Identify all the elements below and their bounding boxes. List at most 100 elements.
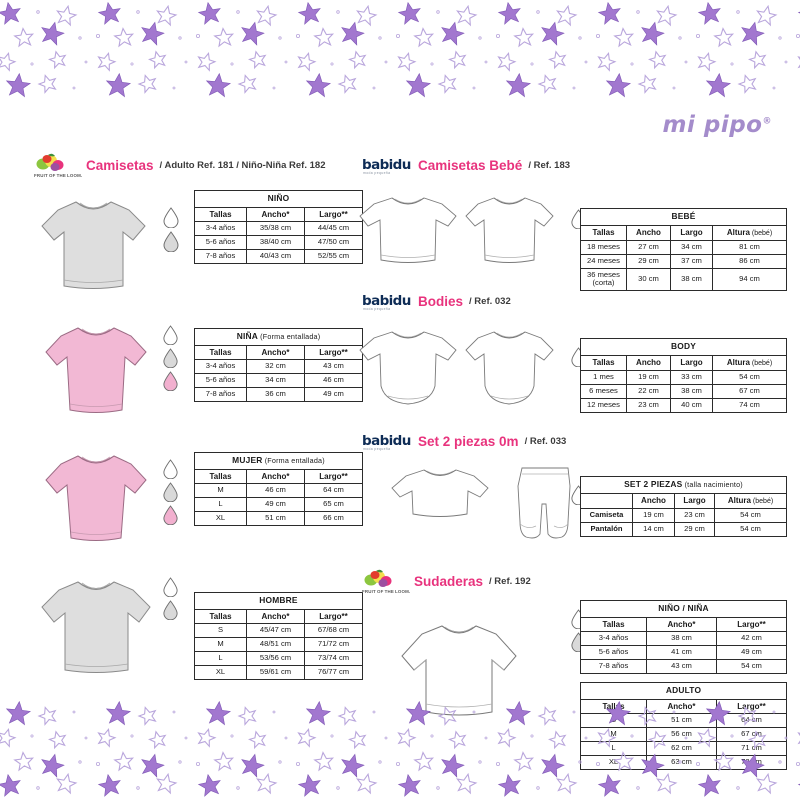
star-filled — [697, 1, 721, 25]
star-filled — [741, 21, 765, 46]
data-cell: 46 cm — [246, 482, 305, 498]
droplet-icon-white — [163, 325, 178, 345]
star-outline — [537, 74, 557, 94]
data-cell: 54 cm — [712, 369, 787, 385]
star-dot — [136, 786, 140, 790]
data-cell: 62 cm — [646, 740, 717, 756]
droplet-icon-white — [163, 577, 178, 597]
star-outline — [737, 74, 757, 94]
data-cell: 30 cm — [626, 267, 671, 292]
column-header: Tallas — [194, 344, 247, 360]
data-cell: 53/56 cm — [246, 650, 305, 666]
data-cell: 47/50 cm — [303, 234, 364, 250]
table-title-row: BEBÉ — [579, 208, 788, 226]
star-dot — [96, 762, 101, 767]
star-dot — [378, 36, 382, 40]
table-header-row: Tallas Ancho* Largo** — [194, 344, 364, 360]
size-table-body: BODY Tallas Ancho Largo Altura (bebé) 1 mes 19… — [580, 338, 787, 413]
column-header: Tallas — [580, 616, 647, 632]
table-title-note: (talla nacimiento) — [682, 480, 743, 489]
star-dot — [395, 762, 400, 767]
group-mujer: MUJER (Forma entallada) Tallas Ancho* Largo… — [34, 444, 364, 564]
row-label-cell: 5-6 años — [194, 372, 247, 388]
data-cell: 66 cm — [303, 510, 364, 526]
star-outline — [137, 74, 157, 94]
star-dot — [636, 786, 640, 790]
section-ref-sudaderas: / Ref. 192 — [489, 575, 531, 587]
long-sleeve-shirt-icon — [359, 197, 457, 263]
star-pattern-top-svg — [0, 1, 800, 98]
star-dot — [278, 760, 282, 764]
data-cell: 49 cm — [303, 386, 364, 402]
table-row: 5-6 años 41 cm 49 cm — [580, 644, 787, 660]
star-dot — [436, 786, 440, 790]
star-dot — [478, 760, 482, 764]
section-title-bodies: Bodies — [418, 293, 464, 309]
column-header: Ancho* — [246, 468, 305, 484]
star-dot — [678, 36, 682, 40]
data-cell: 54 cm — [716, 658, 787, 674]
table-title: MUJER (Forma entallada) — [193, 452, 364, 470]
table-row: XL 63 cm 72 cm — [580, 754, 788, 770]
row-label-cell: 7-8 años — [194, 386, 247, 402]
data-cell: 29 cm — [674, 521, 715, 537]
star-filled — [305, 700, 332, 726]
data-cell: 74 cm — [712, 397, 787, 413]
babidu-logo: babidu moda pequeña — [362, 432, 412, 451]
star-dot — [796, 762, 800, 766]
data-cell: 54 cm — [713, 521, 788, 537]
row-label-cell: Camiseta — [580, 507, 633, 523]
size-table-hombre: HOMBRE Tallas Ancho* Largo** S 45/47 cm 67/68 … — [193, 592, 364, 680]
star-filled — [5, 72, 32, 98]
column-header: Largo** — [715, 698, 788, 714]
fruit-logo-icon — [36, 153, 64, 171]
group-bebe: BEBÉ Tallas Ancho Largo Altura (bebé) 18 mese… — [359, 186, 788, 292]
table-title-note: (Forma entallada) — [262, 456, 325, 465]
table-row: L 53/56 cm 73/74 cm — [194, 650, 364, 666]
table-row: 3-4 años 38 cm 42 cm — [580, 630, 787, 646]
data-cell: 29 cm — [626, 253, 671, 269]
star-filled — [497, 1, 521, 25]
star-filled — [341, 21, 365, 46]
star-dot — [284, 60, 288, 64]
table-wrap-mujer: MUJER (Forma entallada) Tallas Ancho* Largo… — [193, 452, 364, 526]
star-filled — [497, 773, 521, 797]
right-column: babidu moda pequeña Camisetas Bebé / Ref… — [359, 152, 788, 770]
data-cell: 76/77 cm — [303, 664, 364, 680]
data-cell: 67 cm — [712, 383, 787, 399]
column-header: Largo — [674, 492, 715, 509]
star-dot — [736, 786, 740, 790]
left-column: FRUIT OF THE LOOM. Camisetas / Adulto Re… — [34, 152, 364, 695]
star-dot — [96, 34, 101, 39]
column-header: Ancho* — [246, 608, 305, 624]
section-title-set2piezas: Set 2 piezas 0m — [418, 433, 519, 449]
star-filled — [105, 700, 132, 726]
star-outline — [37, 706, 57, 726]
fruit-logo-icon — [364, 569, 392, 587]
data-cell: 64 cm — [303, 482, 364, 498]
data-cell: 45/47 cm — [246, 622, 305, 638]
star-dot — [478, 36, 482, 40]
row-label-cell: 6 meses — [580, 383, 627, 399]
table-row: L 49 cm 65 cm — [194, 496, 364, 512]
babidu-tagline: moda pequeña — [363, 447, 391, 451]
droplet-icon-grey — [163, 231, 179, 252]
size-table-adulto: ADULTO Tallas Ancho* Largo** S 51 cm 64 cm M 56 … — [579, 682, 788, 770]
table-wrap-nino: NIÑO Tallas Ancho* Largo** 3-4 años 35/38 cm 4… — [193, 190, 364, 264]
star-filled — [197, 773, 221, 797]
babidu-wordmark: babidu — [362, 293, 411, 309]
row-label-cell: 24 meses — [580, 253, 627, 269]
star-outline — [313, 27, 335, 48]
column-header: Tallas — [580, 354, 627, 371]
star-dot — [172, 710, 176, 714]
star-dot — [36, 786, 40, 790]
star-outline — [597, 52, 617, 72]
star-dot — [84, 60, 88, 64]
star-outline — [648, 50, 667, 70]
babidu-logo: babidu moda pequeña — [362, 156, 412, 175]
group-body: BODY Tallas Ancho Largo Altura (bebé) 1 mes 19… — [359, 320, 787, 428]
star-outline — [748, 50, 767, 70]
tshirt-illustration-pink-woman — [40, 446, 152, 551]
data-cell: 51 cm — [646, 712, 717, 728]
star-outline — [256, 772, 278, 795]
